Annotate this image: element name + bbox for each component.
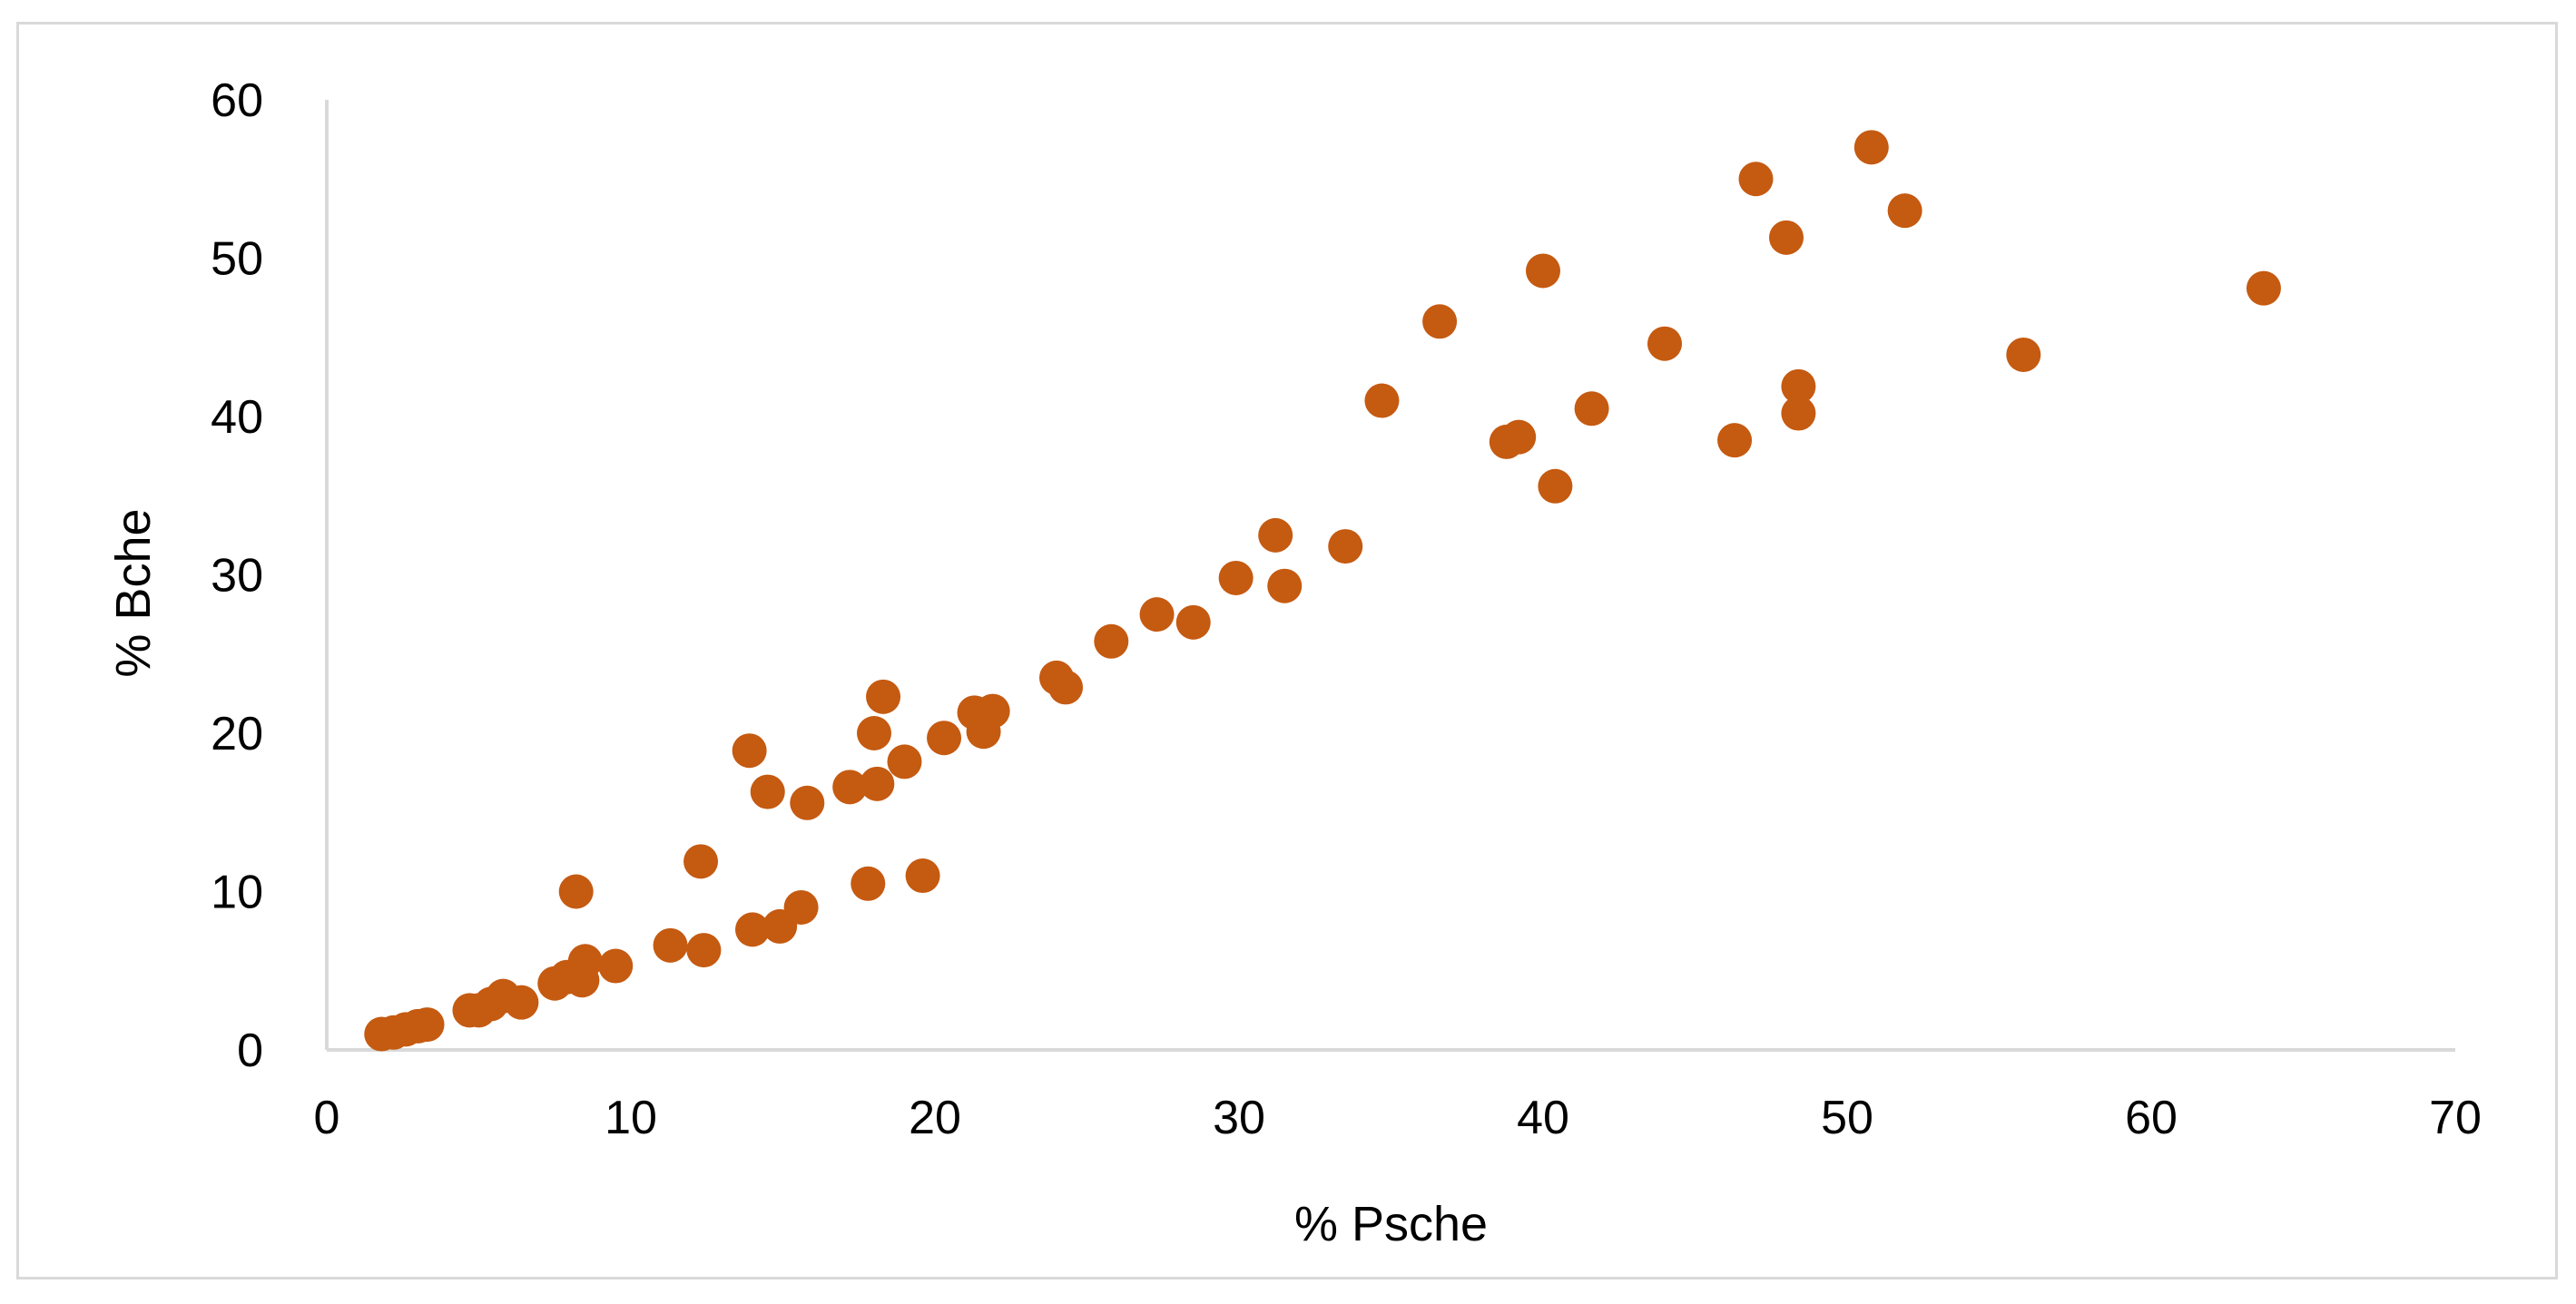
chart-frame [16,22,2558,1279]
x-tick-label: 70 [2429,1092,2482,1144]
x-tick-label: 0 [314,1092,340,1144]
data-points [364,130,2281,1052]
data-point [683,844,719,879]
y-tick-label: 0 [237,1025,263,1077]
data-point [975,693,1010,729]
x-tick-label: 30 [1213,1092,1265,1144]
data-point [850,866,886,901]
y-tick-label: 60 [211,74,263,127]
data-point [860,766,895,801]
data-point [558,874,594,909]
data-point [653,927,688,963]
data-point [1738,162,1774,197]
axes [325,100,2455,1052]
data-point [832,770,868,805]
y-tick-label: 10 [211,867,263,919]
data-point [927,721,962,756]
data-point [598,948,634,984]
data-point [1769,220,1804,255]
data-point [1526,253,1560,289]
data-point [567,944,603,979]
data-point [1501,419,1537,455]
data-point [1175,604,1211,640]
y-axis-title: % Bche [106,508,161,677]
data-point [857,716,891,750]
data-point [1781,396,1816,431]
data-point [2006,337,2041,372]
x-tick-label: 40 [1517,1092,1569,1144]
data-point [1717,423,1753,458]
data-point [1139,597,1175,632]
data-point [1781,368,1816,404]
data-point [686,933,722,968]
data-point [1048,670,1084,705]
data-point [1538,468,1573,504]
data-point [735,912,770,947]
data-point [1887,193,1922,229]
data-point [1422,304,1458,339]
data-point [905,858,940,894]
data-point [2246,270,2281,306]
data-point [504,985,539,1020]
data-point [1258,517,1293,553]
data-point [1647,326,1682,361]
tick-labels: 0 10 20 30 40 50 60 70 0 10 20 30 40 50 60 [211,74,2482,1144]
data-point [790,785,825,820]
data-point [750,774,785,809]
y-tick-label: 20 [211,708,263,760]
x-tick-label: 20 [909,1092,961,1144]
data-point [1574,391,1609,426]
data-point [887,744,922,779]
data-point [409,1007,445,1043]
y-tick-label: 40 [211,391,263,444]
data-point [1328,529,1363,564]
data-point [1853,130,1889,165]
y-tick-label: 30 [211,550,263,603]
y-tick-label: 50 [211,233,263,286]
data-point [1364,383,1400,418]
x-axis-title: % Psche [1294,1197,1488,1251]
data-point [783,889,819,925]
x-tick-label: 60 [2125,1092,2178,1144]
data-point [1267,568,1303,603]
data-point [1094,623,1129,659]
data-point [1218,560,1254,595]
data-point [866,679,901,714]
x-tick-label: 50 [1821,1092,1873,1144]
x-tick-label: 10 [605,1092,657,1144]
data-point [732,733,767,769]
